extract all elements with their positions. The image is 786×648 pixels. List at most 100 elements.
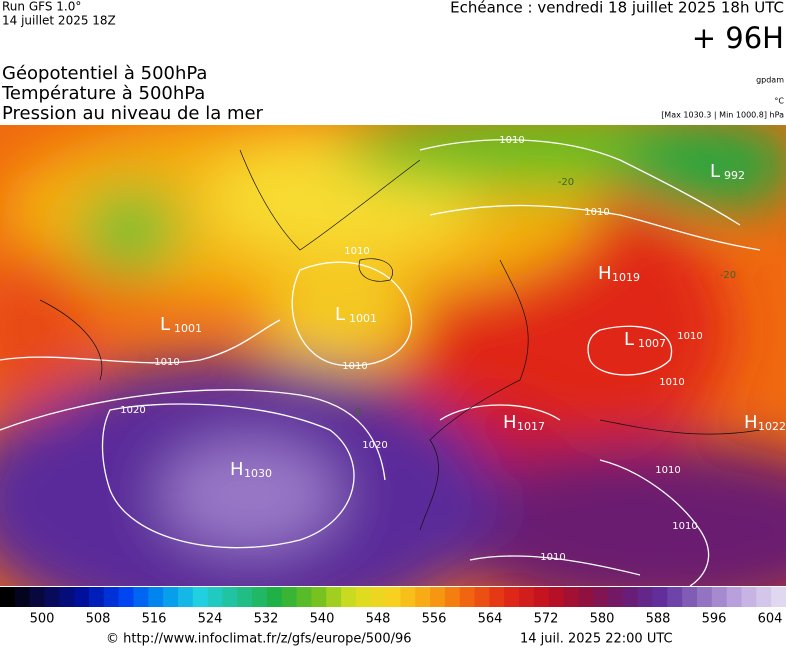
colorbar-swatch bbox=[74, 587, 90, 607]
colorbar: 500 508 516 524 532 540 548 556 564 572 580 588 596 6… bbox=[0, 587, 786, 627]
colorbar-swatch bbox=[133, 587, 149, 607]
colorbar-swatch bbox=[622, 587, 639, 607]
center-value: 1001 bbox=[349, 312, 377, 325]
colorbar-swatch bbox=[697, 587, 713, 607]
center-value: 1030 bbox=[244, 467, 272, 480]
colorbar-tick-label: 596 bbox=[702, 612, 727, 627]
lead-time: + 96H bbox=[692, 21, 784, 55]
isobar-label: 1010 bbox=[672, 521, 697, 532]
field: Température à 500hPa bbox=[1, 83, 205, 104]
colorbar-swatch bbox=[296, 587, 312, 607]
colorbar-swatch bbox=[652, 587, 668, 607]
isobar-label: 1020 bbox=[362, 440, 387, 451]
colorbar-swatch bbox=[489, 587, 505, 607]
unit: [Max 1030.3 | Min 1000.8] hPa bbox=[661, 111, 784, 120]
center-value: 1017 bbox=[517, 420, 545, 433]
center-value: 1001 bbox=[174, 322, 202, 335]
colorbar-tick-label: 580 bbox=[590, 612, 615, 627]
colorbar-tick-label: 524 bbox=[198, 612, 223, 627]
center-letter: L bbox=[160, 314, 170, 335]
timestamp: 14 juil. 2025 22:00 UTC bbox=[520, 632, 673, 647]
colorbar-tick-label: 564 bbox=[478, 612, 503, 627]
colorbar-swatch bbox=[14, 587, 31, 607]
colorbar-swatch bbox=[771, 587, 786, 607]
center-letter: H bbox=[230, 459, 244, 480]
center-letter: H bbox=[598, 263, 612, 284]
center-letter: H bbox=[744, 412, 758, 433]
colorbar-tick-label: 556 bbox=[422, 612, 447, 627]
colorbar-swatch bbox=[237, 587, 253, 607]
colorbar-swatch bbox=[29, 587, 45, 607]
colorbar-swatch bbox=[400, 587, 416, 607]
colorbar-swatch bbox=[415, 587, 431, 607]
colorbar-swatch bbox=[252, 587, 268, 607]
colorbar-swatch bbox=[103, 587, 120, 607]
colorbar-swatch bbox=[311, 587, 327, 607]
colorbar-swatch bbox=[563, 587, 579, 607]
colorbar-swatch bbox=[430, 587, 446, 607]
colorbar-swatch bbox=[163, 587, 179, 607]
temperature-label: -20 bbox=[558, 177, 574, 188]
colorbar-swatch bbox=[682, 587, 698, 607]
isobar-label: 1010 bbox=[499, 135, 524, 146]
run-date: 14 juillet 2025 18Z bbox=[2, 14, 116, 28]
forecast: Echéance : vendredi 18 juillet 2025 18h … bbox=[450, 0, 784, 17]
colorbar-swatch bbox=[519, 587, 535, 607]
source-url: © http://www.infoclimat.fr/z/gfs/europe/… bbox=[106, 632, 412, 647]
isobar-label: 1010 bbox=[344, 246, 369, 257]
isobar-label: 1010 bbox=[154, 357, 179, 368]
isobar-label: 1010 bbox=[659, 377, 684, 388]
colorbar-tick-label: 540 bbox=[310, 612, 335, 627]
colorbar-swatch bbox=[504, 587, 520, 607]
center-value: 1019 bbox=[612, 271, 640, 284]
map bbox=[0, 125, 786, 586]
run: Run GFS 1.0° bbox=[2, 0, 81, 14]
isobar-label: 1010 bbox=[677, 331, 702, 342]
colorbar-swatch bbox=[533, 587, 550, 607]
colorbar-swatch bbox=[608, 587, 624, 607]
colorbar-tick-label: 500 bbox=[30, 612, 55, 627]
colorbar-swatch bbox=[341, 587, 357, 607]
colorbar-swatch bbox=[578, 587, 594, 607]
colorbar-swatch bbox=[726, 587, 743, 607]
colorbar-swatch bbox=[355, 587, 372, 607]
colorbar-swatch bbox=[385, 587, 401, 607]
unit: °C bbox=[774, 97, 784, 106]
colorbar-tick-label: 548 bbox=[366, 612, 391, 627]
colorbar-swatch bbox=[459, 587, 476, 607]
isobar-label: 1020 bbox=[120, 405, 145, 416]
colorbar-swatch bbox=[711, 587, 728, 607]
temperature-label: -20 bbox=[720, 270, 736, 281]
colorbar-swatch bbox=[667, 587, 683, 607]
unit: gpdam bbox=[756, 76, 784, 85]
colorbar-swatch bbox=[474, 587, 490, 607]
colorbar-swatch bbox=[222, 587, 238, 607]
colorbar-swatch bbox=[44, 587, 60, 607]
isobar-label: 1010 bbox=[342, 361, 367, 372]
colorbar-swatch bbox=[548, 587, 565, 607]
colorbar-swatch bbox=[326, 587, 342, 607]
colorbar-swatch bbox=[444, 587, 461, 607]
isobar-label: 1010 bbox=[584, 207, 609, 218]
colorbar-swatch bbox=[593, 587, 609, 607]
colorbar-tick-label: 604 bbox=[758, 612, 783, 627]
temperature-label: 0 bbox=[355, 407, 361, 418]
colorbar-swatch bbox=[637, 587, 654, 607]
field: Pression au niveau de la mer bbox=[2, 103, 264, 124]
colorbar-swatch bbox=[118, 587, 134, 607]
colorbar-swatch bbox=[756, 587, 772, 607]
colorbar-swatch bbox=[281, 587, 298, 607]
colorbar-swatch bbox=[59, 587, 75, 607]
colorbar-swatch bbox=[370, 587, 387, 607]
field: Géopotentiel à 500hPa bbox=[2, 63, 207, 84]
center-letter: L bbox=[335, 304, 345, 325]
isobar-label: 1010 bbox=[655, 465, 680, 476]
center-letter: L bbox=[710, 161, 720, 182]
colorbar-tick-label: 508 bbox=[86, 612, 111, 627]
colorbar-swatch bbox=[88, 587, 105, 607]
colorbar-tick-label: 588 bbox=[646, 612, 671, 627]
colorbar-swatch bbox=[177, 587, 194, 607]
colorbar-swatch bbox=[207, 587, 223, 607]
center-letter: H bbox=[503, 412, 517, 433]
